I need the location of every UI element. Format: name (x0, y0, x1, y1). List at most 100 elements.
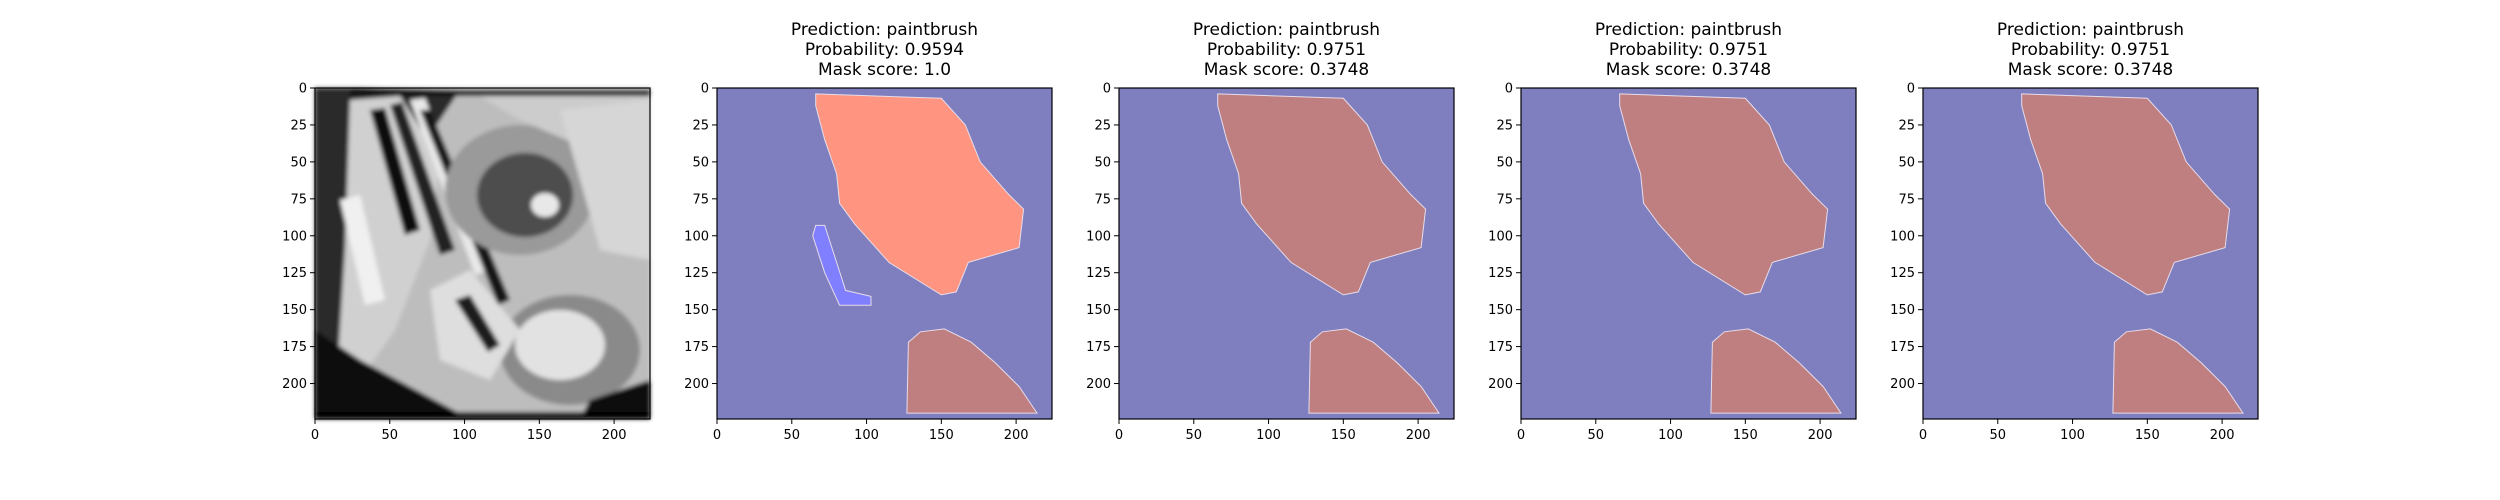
y-tick-label: 50 (1898, 155, 1915, 170)
y-tick-label: 125 (1488, 266, 1513, 281)
y-tick-label: 200 (1890, 377, 1915, 392)
y-tick-label: 125 (282, 266, 307, 281)
y-tick-label: 125 (1890, 266, 1915, 281)
x-tick-label: 50 (1588, 428, 1605, 443)
y-tick-label: 50 (1094, 155, 1111, 170)
y-tick-label: 25 (692, 118, 709, 133)
x-tick-label: 150 (1733, 428, 1758, 443)
y-tick-label: 0 (299, 82, 307, 97)
x-tick-label: 150 (929, 428, 954, 443)
y-tick-label: 100 (684, 229, 709, 244)
title-line: Mask score: 0.3748 (2008, 60, 2173, 80)
title-line: Probability: 0.9751 (2011, 40, 2170, 60)
y-tick-label: 0 (1907, 82, 1915, 97)
y-tick-label: 175 (282, 340, 307, 355)
x-tick-label: 0 (1517, 428, 1525, 443)
y-tick-label: 150 (1890, 303, 1915, 318)
x-tick-label: 200 (602, 428, 627, 443)
y-tick-label: 100 (1488, 229, 1513, 244)
y-tick-label: 200 (684, 377, 709, 392)
mask-plot (1119, 88, 1454, 419)
title-line: Mask score: 0.3748 (1606, 60, 1771, 80)
y-tick-label: 75 (290, 192, 307, 207)
y-tick-label: 0 (1103, 82, 1111, 97)
lower-blob (1308, 328, 1440, 414)
lower-blob (2112, 328, 2244, 414)
title-line: Probability: 0.9751 (1207, 40, 1366, 60)
y-tick-label: 75 (692, 192, 709, 207)
x-tick-label: 100 (452, 428, 477, 443)
axes-frame (1922, 87, 2259, 420)
x-tick-label: 150 (527, 428, 552, 443)
mask-plot (1521, 88, 1856, 419)
y-tick-label: 175 (684, 340, 709, 355)
x-tick-label: 0 (713, 428, 721, 443)
x-tick-label: 0 (1919, 428, 1927, 443)
x-tick-label: 0 (1115, 428, 1123, 443)
y-tick-label: 200 (282, 377, 307, 392)
x-tick-label: 0 (311, 428, 319, 443)
y-tick-label: 100 (1890, 229, 1915, 244)
title-line: Prediction: paintbrush (1193, 20, 1380, 40)
y-tick-label: 175 (1488, 340, 1513, 355)
title-line: Prediction: paintbrush (791, 20, 978, 40)
original-photo (315, 88, 650, 419)
upper-blob (815, 93, 1025, 296)
axes-frame (314, 87, 651, 420)
title-line: Mask score: 0.3748 (1204, 60, 1369, 80)
lower-blob (906, 328, 1038, 414)
x-tick-label: 200 (1406, 428, 1431, 443)
y-tick-label: 25 (1094, 118, 1111, 133)
upper-blob (2021, 93, 2231, 296)
axes-frame (1118, 87, 1455, 420)
y-tick-label: 175 (1086, 340, 1111, 355)
x-tick-label: 100 (1658, 428, 1683, 443)
axes-frame (1520, 87, 1857, 420)
y-tick-label: 0 (1505, 82, 1513, 97)
upper-blob (1217, 93, 1427, 296)
y-tick-label: 50 (290, 155, 307, 170)
y-tick-label: 75 (1898, 192, 1915, 207)
y-tick-label: 100 (282, 229, 307, 244)
x-tick-label: 200 (2210, 428, 2235, 443)
y-tick-label: 75 (1094, 192, 1111, 207)
x-tick-label: 100 (854, 428, 879, 443)
y-tick-label: 0 (701, 82, 709, 97)
title-line: Mask score: 1.0 (818, 60, 951, 80)
y-tick-label: 75 (1496, 192, 1513, 207)
y-tick-label: 150 (684, 303, 709, 318)
y-tick-label: 125 (684, 266, 709, 281)
mask-plot (717, 88, 1052, 419)
thin-strip (812, 224, 872, 306)
y-tick-label: 150 (1488, 303, 1513, 318)
x-tick-label: 150 (1331, 428, 1356, 443)
x-tick-label: 50 (784, 428, 801, 443)
x-tick-label: 100 (2060, 428, 2085, 443)
x-tick-label: 50 (1990, 428, 2007, 443)
y-tick-label: 200 (1086, 377, 1111, 392)
x-tick-label: 200 (1808, 428, 1833, 443)
title-line: Probability: 0.9751 (1609, 40, 1768, 60)
title-line: Prediction: paintbrush (1997, 20, 2184, 40)
x-tick-label: 50 (382, 428, 399, 443)
y-tick-label: 200 (1488, 377, 1513, 392)
y-tick-label: 100 (1086, 229, 1111, 244)
y-tick-label: 50 (692, 155, 709, 170)
original-image-panel: 0 50 100 150 200 0 25 50 75 100 125 150 175 200 (282, 82, 651, 443)
y-tick-label: 150 (282, 303, 307, 318)
x-tick-label: 100 (1256, 428, 1281, 443)
y-tick-label: 25 (1496, 118, 1513, 133)
x-tick-label: 200 (1004, 428, 1029, 443)
x-tick-label: 50 (1186, 428, 1203, 443)
lower-blob (1710, 328, 1842, 414)
y-tick-label: 150 (1086, 303, 1111, 318)
y-tick-label: 25 (1898, 118, 1915, 133)
